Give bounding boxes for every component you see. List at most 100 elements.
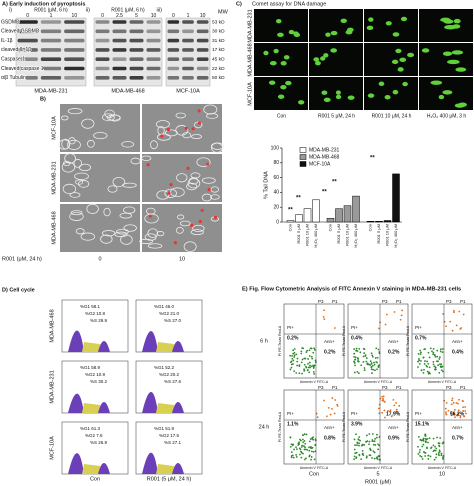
dead-cell bbox=[167, 191, 171, 195]
significance-mark: ** bbox=[288, 208, 293, 214]
event bbox=[418, 359, 421, 362]
event bbox=[432, 363, 435, 366]
event bbox=[291, 354, 293, 357]
comet-image bbox=[309, 77, 363, 110]
blot-band bbox=[17, 76, 38, 80]
event bbox=[442, 370, 444, 373]
cell bbox=[156, 190, 170, 200]
event bbox=[464, 406, 467, 408]
event bbox=[353, 352, 356, 355]
event bbox=[292, 352, 295, 355]
blot-band bbox=[17, 38, 38, 43]
comet bbox=[325, 32, 331, 37]
phase-value: %G1 61.3 bbox=[80, 426, 101, 431]
event bbox=[369, 448, 372, 451]
s-phase bbox=[82, 403, 104, 413]
phase-value: %G2 7.6 bbox=[85, 433, 103, 438]
event bbox=[334, 399, 337, 401]
blot-band bbox=[112, 48, 127, 52]
event bbox=[365, 455, 368, 458]
row-label: MCF-10A bbox=[247, 82, 253, 106]
comet bbox=[447, 59, 460, 65]
event bbox=[357, 438, 360, 441]
cell bbox=[70, 210, 83, 216]
treatment-label: R001 (μM, 24 h) bbox=[2, 256, 42, 262]
event bbox=[371, 354, 374, 357]
blot-band bbox=[112, 29, 127, 34]
event bbox=[374, 437, 376, 440]
y-tick-label: 20 bbox=[273, 205, 279, 211]
event bbox=[295, 353, 298, 356]
quadrant-value: 56.2% bbox=[450, 411, 465, 417]
g1-peak bbox=[142, 391, 158, 413]
event bbox=[355, 457, 358, 460]
comet bbox=[395, 48, 402, 54]
event bbox=[440, 363, 443, 366]
event bbox=[371, 372, 373, 375]
event bbox=[370, 366, 373, 369]
panel-subtitle: Comet assay for DNA damage bbox=[252, 1, 326, 7]
cell bbox=[121, 141, 135, 148]
bar bbox=[335, 208, 343, 223]
bar bbox=[375, 221, 383, 223]
event bbox=[369, 360, 372, 362]
panel-title: D) Cell cycle bbox=[2, 287, 35, 293]
event bbox=[373, 440, 376, 443]
blot-band bbox=[182, 29, 194, 34]
cell bbox=[62, 183, 77, 195]
event bbox=[353, 360, 355, 363]
comet bbox=[442, 51, 453, 56]
event bbox=[373, 451, 376, 454]
event bbox=[427, 372, 430, 375]
event bbox=[314, 444, 317, 447]
event bbox=[310, 450, 313, 453]
legend-label: MCF-10A bbox=[309, 161, 331, 167]
comet bbox=[378, 81, 385, 86]
event bbox=[451, 399, 453, 402]
y-tick-label: 60 bbox=[273, 175, 279, 181]
blot-band bbox=[182, 20, 194, 24]
blot-image bbox=[93, 17, 163, 87]
event bbox=[290, 454, 293, 457]
y-tick-label: 0 bbox=[276, 219, 279, 225]
event bbox=[365, 440, 368, 443]
x-tick-label: R001 10 μM bbox=[305, 224, 310, 246]
event bbox=[305, 351, 308, 353]
event bbox=[312, 436, 314, 439]
gate-label: Ann+ bbox=[388, 425, 399, 430]
event bbox=[313, 373, 316, 375]
event bbox=[434, 368, 437, 371]
event bbox=[383, 409, 386, 412]
event bbox=[459, 415, 462, 418]
event bbox=[384, 323, 387, 326]
cell bbox=[156, 231, 165, 237]
event bbox=[390, 415, 393, 418]
event bbox=[438, 451, 440, 454]
cell bbox=[206, 113, 219, 119]
event bbox=[441, 348, 444, 350]
gate-label: Ann+ bbox=[324, 339, 335, 344]
blot-band bbox=[146, 38, 161, 43]
event bbox=[368, 454, 371, 457]
cell bbox=[106, 114, 121, 121]
comet-image bbox=[254, 43, 308, 76]
comet bbox=[280, 85, 287, 90]
cell bbox=[120, 234, 133, 245]
event bbox=[463, 415, 466, 418]
dead-cell bbox=[184, 126, 188, 130]
mw-label: 50 kD bbox=[212, 75, 225, 81]
blot-band bbox=[146, 57, 161, 61]
event bbox=[372, 450, 375, 453]
blot-band bbox=[95, 48, 110, 52]
dead-cell bbox=[207, 187, 211, 192]
blot-band bbox=[95, 29, 110, 34]
cell bbox=[187, 178, 201, 189]
event bbox=[312, 367, 315, 369]
dead-cell bbox=[166, 127, 170, 132]
row-label: MDA-MB-231 bbox=[51, 161, 57, 194]
event bbox=[422, 443, 425, 446]
event bbox=[308, 449, 311, 452]
blot-band bbox=[182, 48, 194, 52]
event bbox=[424, 437, 427, 440]
event bbox=[295, 453, 298, 456]
